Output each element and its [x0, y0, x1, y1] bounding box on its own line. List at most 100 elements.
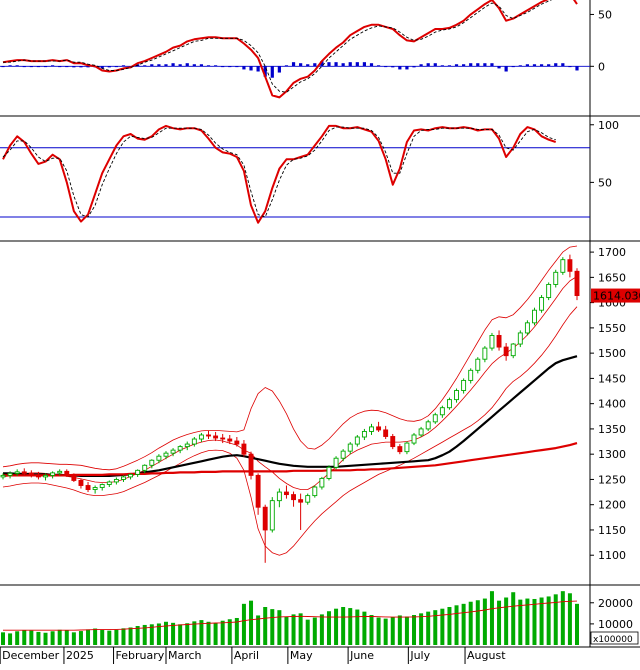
bollinger-lower [2, 306, 578, 556]
volume-scale-box [590, 631, 639, 645]
price-tick-label: 1400 [598, 398, 626, 411]
macd-histogram-bar [391, 66, 395, 68]
macd-histogram-bar [164, 64, 168, 67]
candle-body [28, 472, 34, 476]
volume-bar [22, 630, 27, 645]
volume-bar [93, 628, 98, 645]
candle-body [213, 435, 219, 439]
candle-body [64, 470, 70, 476]
candle-body [191, 438, 197, 445]
volume-bar [355, 609, 360, 645]
x-axis-tick-label: April [234, 649, 259, 662]
volume-bar [64, 630, 69, 645]
volume-bar [234, 617, 239, 645]
candle-body [503, 346, 509, 357]
volume-bar [468, 601, 473, 645]
macd-histogram-bar [369, 63, 374, 67]
volume-bar [567, 593, 572, 645]
candle-body [354, 436, 360, 445]
macd-histogram-bar [532, 64, 537, 67]
signal-line [3, 0, 577, 93]
candle-body [106, 481, 112, 485]
macd-histogram-bar [469, 63, 473, 67]
candle-body [397, 446, 403, 453]
volume-bar [270, 609, 275, 645]
macd-histogram-bar [362, 62, 367, 67]
macd-histogram-bar [1, 66, 5, 68]
volume-bar [192, 621, 197, 645]
candle-body [291, 494, 296, 501]
macd-histogram-bar [213, 65, 218, 67]
price-tick-label: 1150 [598, 524, 626, 537]
candle-body [177, 446, 183, 451]
candle-body [574, 270, 580, 296]
x-axis-tick-label: December [2, 649, 60, 662]
volume-bar [277, 610, 282, 645]
macd-histogram-bar [476, 63, 480, 67]
candle-body [262, 506, 268, 531]
macd-histogram-bar [454, 64, 459, 67]
candle-body [560, 259, 566, 273]
volume-bar [575, 603, 579, 645]
volume-bar [326, 611, 331, 645]
macd-histogram-bar [518, 65, 522, 67]
volume-scale-label: x100000 [593, 635, 633, 645]
volume-bar [163, 621, 168, 645]
candle-body [553, 271, 559, 285]
candle-body [198, 434, 204, 440]
macd-histogram-bar [150, 64, 154, 67]
volume-bar [369, 615, 374, 645]
volume-bar [475, 600, 480, 645]
volume-bar [128, 627, 133, 645]
volume-bar [447, 607, 452, 645]
volume-bar [171, 622, 176, 645]
volume-bar [362, 611, 367, 645]
volume-bar [454, 605, 459, 645]
macd-histogram-bar [497, 66, 501, 69]
macd-histogram-bar [433, 63, 437, 67]
macd-line [2, 0, 578, 99]
candle-body [411, 434, 417, 444]
macd-histogram-bar [192, 64, 196, 67]
candle-body [149, 459, 155, 466]
candle-body [489, 335, 495, 349]
volume-bar [43, 632, 48, 645]
volume-bar [390, 617, 395, 645]
volume-bar [36, 631, 41, 645]
price-tick-label: 1250 [598, 473, 626, 486]
volume-bar [511, 592, 516, 645]
candle-body [347, 443, 353, 452]
volume-bar [135, 626, 140, 645]
price-tick-label: 1650 [598, 271, 626, 284]
volume-bar [185, 623, 190, 645]
candle-body [446, 399, 452, 409]
candle-body [418, 428, 424, 436]
volume-bar [199, 620, 204, 645]
x-axis-tick-label: August [467, 649, 506, 662]
macd-histogram-bar [554, 63, 558, 67]
volume-bar [312, 617, 317, 645]
candle-body [546, 283, 552, 299]
candle-body [156, 455, 162, 461]
candle-body [121, 476, 126, 480]
volume-bar [341, 607, 346, 645]
macd-histogram-bar [313, 63, 317, 67]
candle-body [248, 453, 254, 476]
candle-body [255, 474, 261, 508]
d-line [2, 126, 556, 218]
macd-histogram-bar [405, 66, 409, 70]
x-axis-tick-label: February [116, 649, 165, 662]
macd-histogram-bar [355, 62, 359, 67]
volume-bar [114, 629, 119, 645]
candle-body [312, 486, 318, 497]
volume-bar [426, 611, 431, 645]
volume-bar [553, 594, 558, 645]
volume-tick-label: 20000 [598, 597, 633, 610]
volume-bar [497, 600, 502, 645]
macd-histogram-bar [58, 66, 62, 68]
volume-bar [419, 613, 424, 645]
candle-body [361, 430, 367, 438]
volume-bar [383, 618, 388, 645]
volume-bar [220, 620, 225, 645]
